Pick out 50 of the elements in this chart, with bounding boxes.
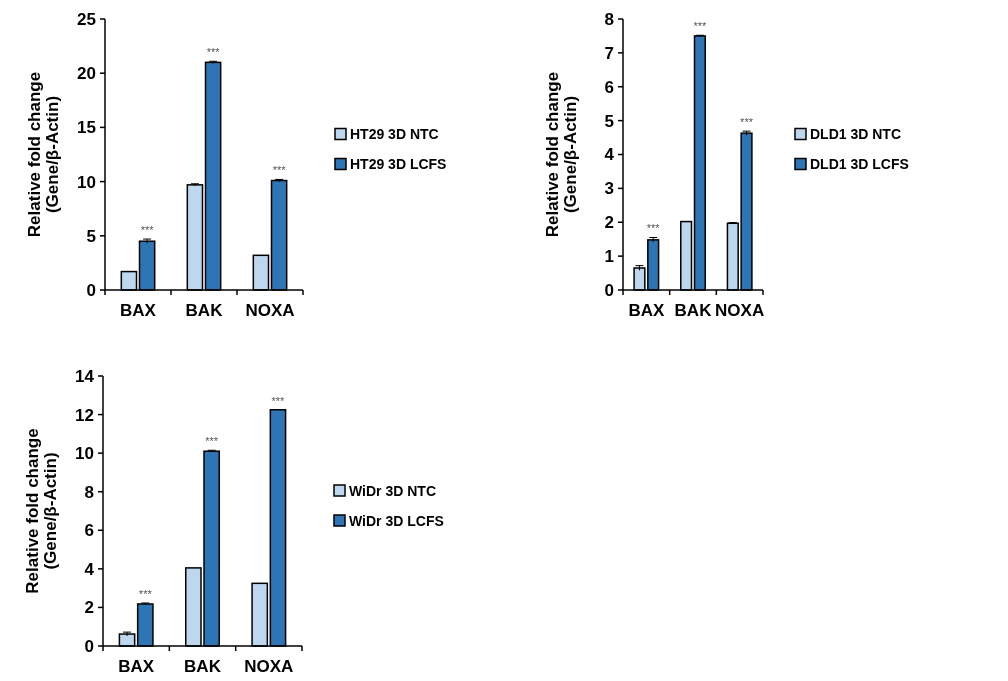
y-tick-label: 12 xyxy=(75,405,94,425)
y-axis-title: Relative fold change (Gene/β-Actin) xyxy=(542,71,581,238)
y-tick-label: 6 xyxy=(604,77,614,97)
legend-label: DLD1 3D NTC xyxy=(810,126,902,143)
x-tick-label: BAK xyxy=(184,657,222,676)
annotation: *** xyxy=(138,587,153,600)
legend-label: WiDr 3D NTC xyxy=(349,482,436,499)
legend-label: HT29 3D NTC xyxy=(350,126,439,143)
legend-label: WiDr 3D LCFS xyxy=(349,512,444,529)
y-tick-label: 5 xyxy=(86,226,96,246)
x-tick-label: NOXA xyxy=(244,657,294,676)
annotation: *** xyxy=(206,46,221,59)
annotation: *** xyxy=(646,222,661,235)
y-tick-label: 2 xyxy=(604,213,614,233)
annotation: *** xyxy=(693,20,708,33)
annotation: *** xyxy=(272,164,287,177)
y-tick-label: 2 xyxy=(84,598,94,618)
x-tick-label: NOXA xyxy=(245,301,295,320)
y-tick-label: 4 xyxy=(84,559,95,579)
y-tick-label: 6 xyxy=(84,521,94,541)
annotation: *** xyxy=(140,224,155,237)
y-tick-label: 5 xyxy=(604,111,614,131)
y-axis-title: Relative fold change (Gene/β-Actin) xyxy=(22,428,61,594)
y-tick-label: 25 xyxy=(77,9,96,29)
y-tick-label: 3 xyxy=(604,179,614,199)
y-tick-label: 10 xyxy=(77,172,96,192)
y-tick-label: 14 xyxy=(75,366,95,386)
y-tick-label: 8 xyxy=(84,482,94,502)
annotation: *** xyxy=(205,435,219,448)
x-tick-label: BAX xyxy=(628,301,665,320)
y-axis-title: Relative fold change (Gene/β-Actin) xyxy=(24,71,63,238)
y-tick-label: 1 xyxy=(604,247,614,267)
x-tick-label: NOXA xyxy=(715,301,765,320)
y-tick-label: 8 xyxy=(604,9,614,29)
x-tick-label: BAK xyxy=(185,301,224,320)
legend-label: DLD1 3D LCFS xyxy=(810,156,909,173)
x-tick-label: BAK xyxy=(674,301,713,320)
y-tick-label: 20 xyxy=(77,64,96,84)
legend-label: HT29 3D LCFS xyxy=(350,156,447,173)
y-tick-label: 0 xyxy=(84,636,94,656)
x-tick-label: BAX xyxy=(120,301,157,320)
y-tick-label: 15 xyxy=(77,118,96,138)
annotation: *** xyxy=(740,116,754,129)
y-tick-label: 0 xyxy=(604,280,614,300)
x-tick-label: BAX xyxy=(118,657,155,676)
y-tick-label: 10 xyxy=(75,444,94,464)
y-tick-label: 7 xyxy=(604,43,614,63)
y-tick-label: 4 xyxy=(604,145,615,165)
annotation: *** xyxy=(271,394,286,407)
y-tick-label: 0 xyxy=(86,280,96,300)
